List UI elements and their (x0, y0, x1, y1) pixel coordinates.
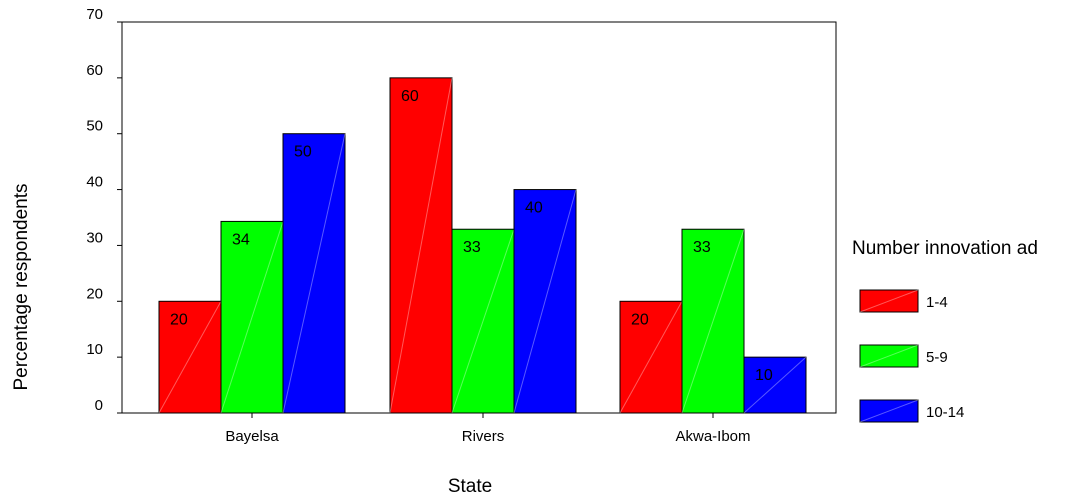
bar-akwa-ibom-5-9: 33 (681, 228, 745, 414)
data-label: 40 (525, 200, 543, 217)
y-tick-label: 0 (95, 397, 103, 414)
legend-label: 10-14 (926, 404, 964, 421)
y-tick-label: 20 (86, 285, 103, 302)
bar-hatch (282, 133, 346, 414)
x-axis-title: State (448, 476, 492, 497)
y-tick-label: 60 (86, 62, 103, 79)
data-label: 33 (463, 239, 481, 256)
legend-swatch-hatch (859, 289, 919, 313)
legend-swatch (859, 399, 919, 423)
y-tick-label: 70 (86, 6, 103, 23)
bar-rivers-5-9: 33 (451, 228, 515, 414)
x-tick-label: Bayelsa (225, 428, 279, 445)
y-axis: 0 10 20 30 40 50 60 70 (86, 6, 122, 414)
bar (282, 133, 346, 414)
y-tick-label: 30 (86, 229, 103, 246)
x-tick-label: Rivers (462, 428, 505, 445)
data-label: 20 (631, 311, 649, 328)
bar-hatch (619, 301, 683, 414)
x-axis: Bayelsa Rivers Akwa-Ibom (225, 413, 751, 445)
bar-bayelsa-1-4: 20 (158, 300, 222, 414)
bar-akwa-ibom-1-4: 20 (619, 300, 683, 414)
bar-hatch (220, 221, 284, 414)
y-axis-title: Percentage respondents (11, 183, 32, 390)
bar-hatch (743, 356, 807, 414)
bar (158, 300, 222, 414)
y-tick-label: 40 (86, 174, 103, 191)
bar-hatch (158, 301, 222, 414)
legend-item-10-14: 10-14 (859, 399, 964, 423)
bars-group: 20 34 50 60 33 40 20 33 10 (158, 77, 807, 414)
legend-label: 1-4 (926, 294, 948, 311)
legend-swatch (859, 289, 919, 313)
bar-hatch (451, 229, 515, 414)
bar-rivers-1-4: 60 (389, 77, 453, 414)
bar-rivers-10-14: 40 (513, 189, 577, 414)
data-label: 10 (755, 367, 773, 384)
data-label: 20 (170, 311, 188, 328)
legend-swatch-hatch (859, 344, 919, 368)
bar-hatch (513, 189, 577, 414)
data-label: 33 (693, 239, 711, 256)
bar (451, 228, 515, 414)
bar-bayelsa-10-14: 50 (282, 133, 346, 414)
legend-item-5-9: 5-9 (859, 344, 948, 368)
bar (743, 356, 807, 414)
legend-swatch (859, 344, 919, 368)
y-tick-label: 10 (86, 341, 103, 358)
data-label: 50 (294, 144, 312, 161)
bar (513, 189, 577, 414)
y-tick-label: 50 (86, 118, 103, 135)
data-label: 60 (401, 88, 419, 105)
x-tick-label: Akwa-Ibom (675, 428, 750, 445)
bar-akwa-ibom-10-14: 10 (743, 356, 807, 414)
bar-hatch (389, 77, 453, 414)
legend-item-1-4: 1-4 (859, 289, 948, 313)
bar-hatch (681, 229, 745, 414)
bar-bayelsa-5-9: 34 (220, 220, 284, 414)
legend-label: 5-9 (926, 349, 948, 366)
data-label: 34 (232, 231, 250, 248)
legend-title: Number innovation ad (852, 238, 1038, 259)
legend: Number innovation ad 1-4 5-9 10-14 (852, 238, 1038, 423)
bar (681, 228, 745, 414)
legend-swatch-hatch (859, 399, 919, 423)
